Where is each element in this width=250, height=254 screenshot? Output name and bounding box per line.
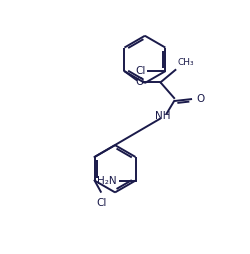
Text: H₂N: H₂N xyxy=(97,176,117,186)
Text: O: O xyxy=(196,94,205,104)
Text: CH₃: CH₃ xyxy=(178,58,194,67)
Text: Cl: Cl xyxy=(97,198,107,209)
Text: O: O xyxy=(135,77,143,87)
Text: NH: NH xyxy=(155,112,171,121)
Text: Cl: Cl xyxy=(135,66,145,76)
